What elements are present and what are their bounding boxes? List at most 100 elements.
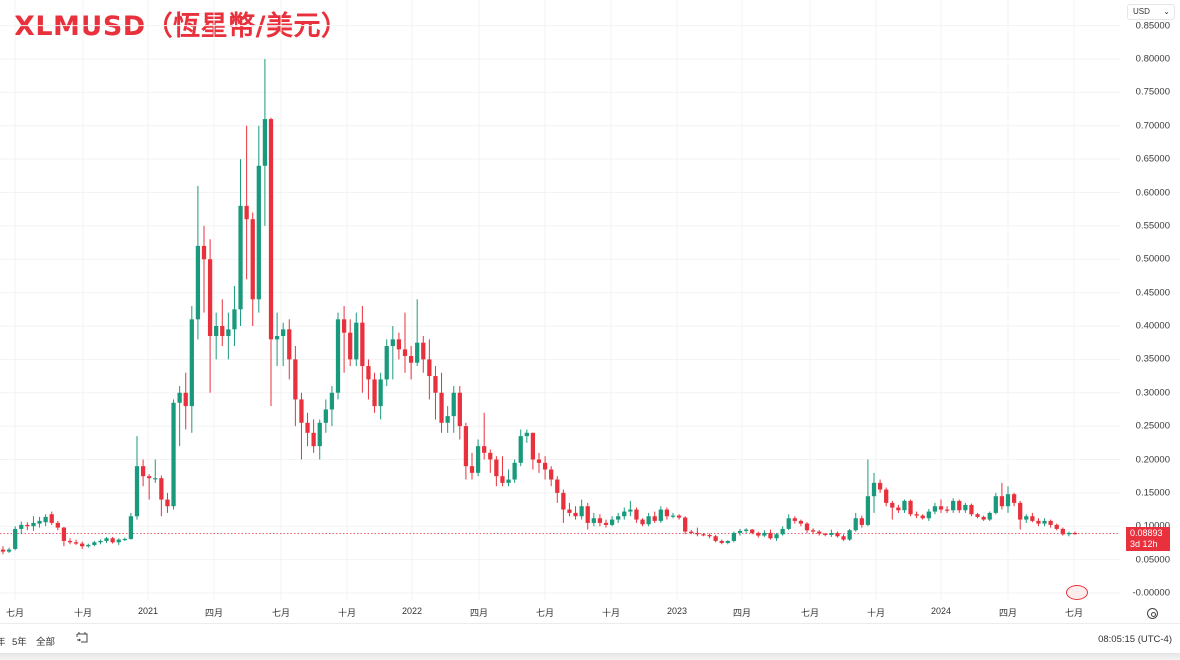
currency-select[interactable]: USD ⌄ <box>1127 4 1175 20</box>
candle-down[interactable] <box>542 462 548 470</box>
candle-down[interactable] <box>884 489 889 503</box>
candle-up[interactable] <box>780 528 785 535</box>
candle-down[interactable] <box>439 392 444 423</box>
candle-up[interactable] <box>171 402 176 507</box>
candle-down[interactable] <box>792 518 797 521</box>
candle-down[interactable] <box>957 500 962 511</box>
candle-down[interactable] <box>841 536 846 540</box>
candle-up[interactable] <box>963 504 968 511</box>
candle-down[interactable] <box>938 506 944 510</box>
range-button-5y[interactable]: 5年 <box>12 637 27 648</box>
candle-up[interactable] <box>37 520 42 524</box>
candle-up[interactable] <box>616 516 621 520</box>
candle-down[interactable] <box>1060 528 1065 535</box>
candle-down[interactable] <box>366 366 371 380</box>
candle-down[interactable] <box>220 326 225 337</box>
time-axis[interactable]: 七月 十月 2021 四月 七月 十月 2022 四月 七月 十月 2023 四月 七月 十月 2024 四月… <box>0 604 1120 622</box>
candle-down[interactable] <box>348 332 353 360</box>
candle-down[interactable] <box>567 509 572 513</box>
candle-up[interactable] <box>609 519 615 525</box>
candle-down[interactable] <box>701 534 706 536</box>
candle-down[interactable] <box>427 359 432 377</box>
candle-down[interactable] <box>0 549 6 552</box>
candle-down[interactable] <box>634 509 639 520</box>
candle-down[interactable] <box>798 520 804 524</box>
candle-down[interactable] <box>585 506 590 523</box>
candle-down[interactable] <box>396 339 402 350</box>
candle-down[interactable] <box>61 527 67 541</box>
candle-down[interactable] <box>817 531 822 534</box>
candle-up[interactable] <box>378 379 383 407</box>
candle-down[interactable] <box>1018 502 1023 520</box>
candle-up[interactable] <box>1005 494 1011 507</box>
candle-up[interactable] <box>725 540 730 543</box>
candle-down[interactable] <box>689 531 694 533</box>
candle-down[interactable] <box>573 512 578 517</box>
candle-up[interactable] <box>865 496 871 525</box>
candle-down[interactable] <box>49 514 54 523</box>
candle-down[interactable] <box>944 509 950 511</box>
candle-down[interactable] <box>73 542 79 544</box>
candle-up[interactable] <box>98 540 103 543</box>
candle-down[interactable] <box>482 446 487 453</box>
candle-down[interactable] <box>360 322 365 367</box>
tradingview-logo-icon[interactable] <box>1066 585 1088 600</box>
candle-down[interactable] <box>536 459 542 463</box>
candle-down[interactable] <box>311 432 316 447</box>
candle-down[interactable] <box>147 476 152 479</box>
candle-up[interactable] <box>993 496 998 513</box>
candle-up[interactable] <box>317 422 322 447</box>
candle-up[interactable] <box>475 446 481 473</box>
candle-down[interactable] <box>25 524 30 527</box>
range-button-1y[interactable]: 年 <box>0 637 6 648</box>
candle-up[interactable] <box>774 534 779 539</box>
candle-up[interactable] <box>737 530 743 533</box>
candle-up[interactable] <box>43 516 48 523</box>
gear-icon[interactable] <box>1147 608 1158 619</box>
candle-down[interactable] <box>159 478 164 500</box>
candle-up[interactable] <box>512 462 517 480</box>
candle-up[interactable] <box>281 329 286 337</box>
candle-down[interactable] <box>908 500 913 515</box>
candle-down[interactable] <box>597 518 603 523</box>
candle-down[interactable] <box>494 459 499 477</box>
clock-timezone[interactable]: 08:05:15 (UTC-4) <box>1098 634 1172 645</box>
candle-up[interactable] <box>86 544 91 547</box>
candle-up[interactable] <box>6 549 12 552</box>
candle-down[interactable] <box>293 359 298 400</box>
candlestick-plot[interactable] <box>0 0 1120 600</box>
candle-down[interactable] <box>1048 520 1053 525</box>
candle-down[interactable] <box>555 479 560 493</box>
candle-down[interactable] <box>207 259 213 337</box>
candle-up[interactable] <box>847 530 852 540</box>
candle-up[interactable] <box>786 518 791 529</box>
candle-up[interactable] <box>232 309 237 330</box>
candle-down[interactable] <box>804 523 810 531</box>
candle-up[interactable] <box>451 392 456 417</box>
candle-up[interactable] <box>445 416 450 423</box>
candle-up[interactable] <box>274 336 280 340</box>
candle-down[interactable] <box>530 432 536 460</box>
candle-up[interactable] <box>189 319 194 407</box>
candle-down[interactable] <box>768 532 773 539</box>
candle-down[interactable] <box>165 499 170 507</box>
candle-down[interactable] <box>244 205 249 220</box>
candle-down[interactable] <box>488 452 493 460</box>
candle-up[interactable] <box>104 538 109 541</box>
candle-up[interactable] <box>177 392 182 403</box>
candle-up[interactable] <box>335 319 341 393</box>
candle-up[interactable] <box>506 479 511 483</box>
candle-down[interactable] <box>603 522 609 525</box>
candle-down[interactable] <box>305 422 310 433</box>
candle-down[interactable] <box>457 392 462 427</box>
candle-down[interactable] <box>1011 494 1017 503</box>
candle-up[interactable] <box>524 432 529 437</box>
candle-down[interactable] <box>652 516 657 521</box>
candle-up[interactable] <box>591 518 596 523</box>
candle-up[interactable] <box>384 346 389 380</box>
candle-up[interactable] <box>951 500 956 511</box>
candle-up[interactable] <box>902 500 907 511</box>
candle-down[interactable] <box>695 532 700 535</box>
candle-up[interactable] <box>518 436 523 463</box>
candle-down[interactable] <box>914 514 919 516</box>
